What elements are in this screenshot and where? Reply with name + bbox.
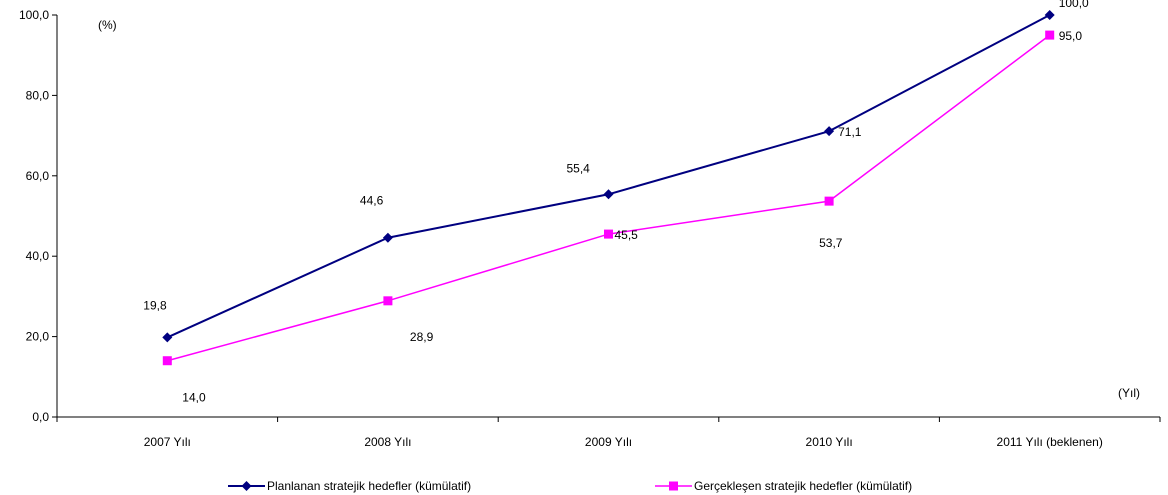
data-label: 14,0: [182, 391, 206, 405]
data-label: 55,4: [567, 161, 591, 175]
x-tick-label: 2011 Yılı (beklenen): [997, 435, 1103, 449]
data-label: 45,5: [615, 228, 639, 242]
data-label: 71,1: [838, 125, 862, 139]
legend-item: Gerçekleşen stratejik hedefler (kümülati…: [655, 479, 912, 493]
x-tick-label: 2009 Yılı: [585, 435, 632, 449]
y-tick-label: 0,0: [32, 410, 49, 424]
x-tick-label: 2010 Yılı: [806, 435, 853, 449]
data-point-marker: [1045, 30, 1055, 40]
y-tick-label: 60,0: [26, 169, 50, 183]
data-label: 53,7: [819, 236, 843, 250]
data-point-marker: [383, 296, 393, 306]
series-line: [166, 14, 1051, 339]
y-tick-label: 100,0: [19, 8, 49, 22]
data-point-marker: [604, 229, 613, 239]
data-point-marker: [824, 126, 835, 137]
legend-marker: [241, 481, 252, 491]
legend-label: Planlanan stratejik hedefler (kümülatif): [267, 479, 471, 493]
y-axis-unit-label: (%): [98, 18, 117, 32]
x-tick-label: 2008 Yılı: [364, 435, 411, 449]
legend-marker: [669, 481, 678, 491]
data-label: 19,8: [143, 298, 167, 312]
series-1: 19,8 44,6 55,4 71,1 100,0: [143, 0, 1089, 343]
data-label: 95,0: [1059, 29, 1083, 43]
data-label: 100,0: [1059, 0, 1089, 10]
data-point-marker: [824, 196, 834, 206]
series-2: 14,0 28,9 45,5 53,7 95,0: [162, 29, 1083, 405]
data-point-marker: [1044, 10, 1055, 20]
x-axis-unit-label: (Yıl): [1118, 386, 1140, 400]
legend-label: Gerçekleşen stratejik hedefler (kümülati…: [694, 479, 912, 493]
x-ticks: 2007 Yılı 2008 Yılı 2009 Yılı 2010 Yılı 2011…: [56, 417, 1161, 449]
data-point-marker: [603, 189, 614, 200]
data-label: 28,9: [410, 330, 434, 344]
data-point-marker: [382, 232, 393, 243]
y-tick-label: 20,0: [26, 330, 50, 344]
y-ticks: 0,0 20,0 40,0 60,0 80,0 100,0: [19, 8, 57, 424]
legend: Planlanan stratejik hedefler (kümülatif)…: [228, 479, 912, 493]
data-label: 44,6: [360, 194, 384, 208]
y-tick-label: 40,0: [26, 249, 50, 263]
x-tick-label: 2007 Yılı: [144, 435, 191, 449]
series-layer: 19,8 44,6 55,4 71,1 100,0 14,0 28,9 45,5 53,7 95,…: [143, 0, 1089, 405]
legend-item: Planlanan stratejik hedefler (kümülatif): [228, 479, 471, 493]
data-point-marker: [162, 356, 172, 366]
y-tick-label: 80,0: [26, 88, 50, 102]
axes: [56, 15, 1160, 418]
data-point-marker: [162, 332, 173, 343]
